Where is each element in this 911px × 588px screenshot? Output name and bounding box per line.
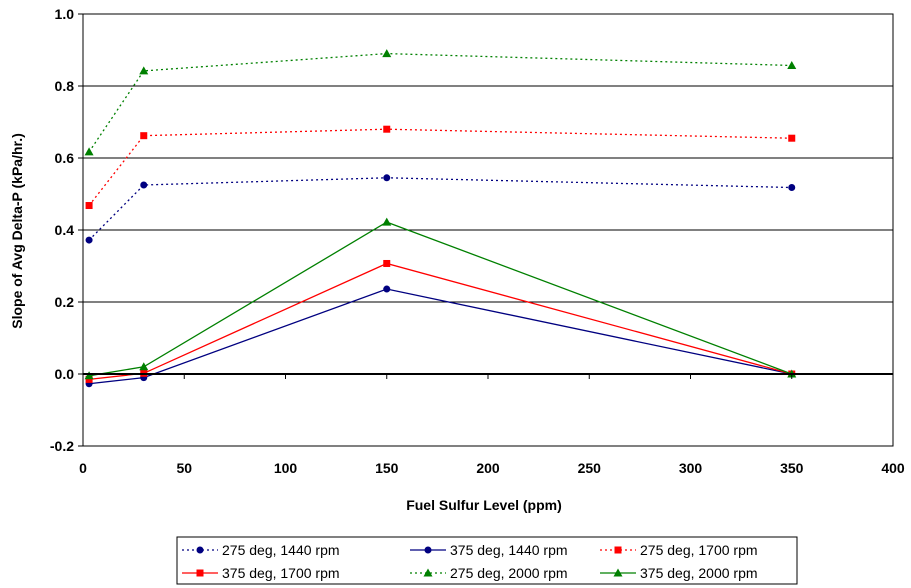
axis-layer: -0.2 0.0 0.2 0.4 0.6 0.8 1.0 0 50 100 150 200 250 300… xyxy=(50,6,905,476)
legend-item: 375 deg, 1440 rpm xyxy=(410,542,568,558)
data-point xyxy=(382,49,392,58)
data-point xyxy=(140,132,148,140)
series-line xyxy=(89,262,792,381)
data-point xyxy=(382,217,392,226)
data-point xyxy=(140,181,148,189)
data-point xyxy=(788,184,796,192)
legend-items: 275 deg, 1440 rpm 375 deg, 1440 rpm 275 de… xyxy=(182,542,758,581)
x-tick-label: 350 xyxy=(780,460,804,476)
legend-swatch-marker xyxy=(423,568,433,577)
data-point xyxy=(85,202,93,210)
x-tick-label: 150 xyxy=(375,460,399,476)
y-tick-label: 0.4 xyxy=(55,222,75,238)
legend-label: 275 deg, 1700 rpm xyxy=(640,542,758,558)
legend-item: 275 deg, 2000 rpm xyxy=(410,565,568,581)
x-tick-label: 0 xyxy=(79,460,87,476)
legend-item: 375 deg, 1700 rpm xyxy=(182,565,340,581)
data-point xyxy=(85,375,93,383)
x-axis-title: Fuel Sulfur Level (ppm) xyxy=(406,497,562,513)
series-line xyxy=(88,52,792,153)
series-line xyxy=(88,177,792,241)
series-line xyxy=(88,128,792,206)
x-tick-label: 300 xyxy=(679,460,703,476)
y-axis-title: Slope of Avg Delta-P (kPa/hr.) xyxy=(9,133,25,329)
data-point xyxy=(383,259,391,267)
data-point xyxy=(383,174,391,182)
legend-swatch-marker xyxy=(613,568,623,577)
legend-label: 275 deg, 2000 rpm xyxy=(450,565,568,581)
legend-swatch-marker xyxy=(614,546,622,554)
legend: 275 deg, 1440 rpm 375 deg, 1440 rpm 275 de… xyxy=(176,536,798,585)
data-point xyxy=(787,60,797,69)
y-tick-label: 0.6 xyxy=(55,150,75,166)
legend-swatch-marker xyxy=(196,546,204,554)
legend-label: 375 deg, 1440 rpm xyxy=(450,542,568,558)
x-tick-label: 50 xyxy=(176,460,192,476)
series-2 xyxy=(85,285,796,388)
series-5 xyxy=(84,49,797,156)
series-4 xyxy=(85,259,796,383)
data-point xyxy=(139,66,149,75)
y-tick-label: 1.0 xyxy=(55,6,75,22)
legend-label: 375 deg, 1700 rpm xyxy=(222,565,340,581)
legend-label: 275 deg, 1440 rpm xyxy=(222,542,340,558)
series-layer xyxy=(84,49,797,388)
y-tick-label: -0.2 xyxy=(50,438,74,454)
data-point xyxy=(383,285,391,293)
legend-item: 375 deg, 2000 rpm xyxy=(600,565,758,581)
x-tick-label: 100 xyxy=(274,460,298,476)
data-point xyxy=(788,134,796,142)
x-tick-label: 250 xyxy=(578,460,602,476)
data-point xyxy=(84,147,94,156)
y-tick-label: 0.8 xyxy=(55,78,75,94)
data-point xyxy=(383,125,391,133)
x-tick-label: 400 xyxy=(881,460,905,476)
data-point xyxy=(139,362,149,371)
legend-swatch-marker xyxy=(196,569,204,577)
legend-item: 275 deg, 1440 rpm xyxy=(182,542,340,558)
grid-layer xyxy=(83,85,893,303)
y-tick-label: 0.0 xyxy=(55,366,75,382)
data-point xyxy=(84,371,94,380)
x-tick-label: 200 xyxy=(476,460,500,476)
legend-item: 275 deg, 1700 rpm xyxy=(600,542,758,558)
legend-label: 375 deg, 2000 rpm xyxy=(640,565,758,581)
series-line xyxy=(88,221,792,377)
y-tick-label: 0.2 xyxy=(55,294,75,310)
series-6 xyxy=(84,217,797,380)
series-line xyxy=(89,288,792,385)
legend-swatch-marker xyxy=(424,546,432,554)
legend-box xyxy=(176,536,798,585)
data-point xyxy=(85,236,93,244)
series-1 xyxy=(85,174,796,244)
series-3 xyxy=(85,125,796,210)
